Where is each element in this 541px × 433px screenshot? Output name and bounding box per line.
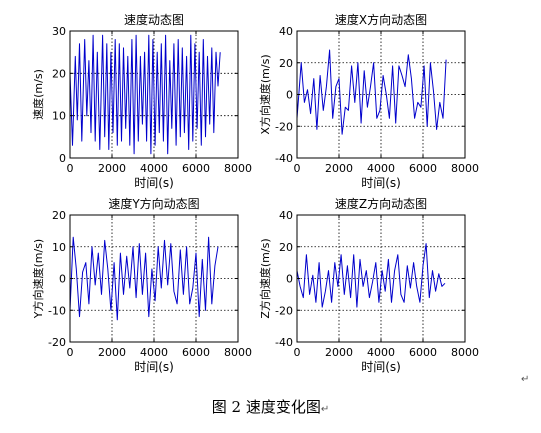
y-tick-label: 20 — [279, 241, 293, 254]
y-axis-label: 速度(m/s) — [31, 69, 45, 120]
x-tick-label: 2000 — [325, 162, 353, 175]
x-axis-label: 时间(s) — [134, 360, 174, 374]
x-tick-label: 8000 — [451, 346, 479, 359]
x-axis-label: 时间(s) — [361, 360, 401, 374]
y-tick-label: 20 — [52, 67, 66, 80]
x-axis-label: 时间(s) — [134, 176, 174, 190]
y-tick-label: 0 — [59, 152, 66, 165]
x-tick-label: 8000 — [451, 162, 479, 175]
x-tick-label: 2000 — [325, 346, 353, 359]
x-tick-label: 6000 — [409, 346, 437, 359]
x-tick-label: 4000 — [140, 346, 168, 359]
x-tick-label: 8000 — [224, 162, 252, 175]
chart-title: 速度Z方向动态图 — [335, 196, 427, 211]
y-tick-label: 0 — [286, 89, 293, 102]
series-line-1 — [69, 236, 219, 321]
x-tick-label: 2000 — [98, 346, 126, 359]
y-tick-label: 10 — [52, 110, 66, 123]
series-line-1 — [296, 49, 447, 135]
x-tick-label: 0 — [67, 346, 74, 359]
y-tick-label: 20 — [52, 209, 66, 222]
y-tick-label: 40 — [279, 25, 293, 38]
caption-paragraph-mark: ↵ — [320, 404, 330, 415]
x-tick-label: 0 — [294, 346, 301, 359]
x-axis-label: 时间(s) — [361, 176, 401, 190]
y-tick-label: -40 — [275, 152, 293, 165]
x-tick-label: 6000 — [182, 346, 210, 359]
series-line-1 — [69, 34, 221, 155]
y-tick-label: 0 — [59, 273, 66, 286]
chart-2: 0 2000 4000 6000 8000 -40 -20 0 20 40 速度X方向动态图时间(s… — [258, 12, 479, 190]
y-tick-label: 30 — [52, 25, 66, 38]
x-tick-label: 0 — [294, 162, 301, 175]
y-tick-label: 20 — [279, 57, 293, 70]
y-tick-label: 0 — [286, 273, 293, 286]
paragraph-mark: ↵ — [521, 374, 530, 385]
chart-title: 速度X方向动态图 — [335, 12, 427, 27]
y-tick-label: -20 — [275, 304, 293, 317]
y-axis-label: Z方向速度(m/s) — [258, 238, 272, 318]
y-tick-label: 10 — [52, 241, 66, 254]
x-tick-label: 6000 — [182, 162, 210, 175]
y-axis-label: X方向速度(m/s) — [258, 54, 272, 134]
y-tick-label: -10 — [48, 304, 66, 317]
chart-4: 0 2000 4000 6000 8000 -40 -20 0 20 40 速度Z方向动态图时间(s… — [258, 196, 479, 374]
figure-caption: 图 2 速度变化图↵ — [0, 396, 541, 417]
series-line-1 — [296, 243, 446, 308]
x-tick-label: 4000 — [367, 162, 395, 175]
chart-title: 速度Y方向动态图 — [108, 196, 199, 211]
y-tick-label: 40 — [279, 209, 293, 222]
chart-title: 速度动态图 — [124, 12, 184, 27]
x-tick-label: 2000 — [98, 162, 126, 175]
x-tick-label: 0 — [67, 162, 74, 175]
y-axis-label: Y方向速度(m/s) — [31, 239, 45, 319]
x-tick-label: 6000 — [409, 162, 437, 175]
x-tick-label: 4000 — [140, 162, 168, 175]
x-tick-label: 4000 — [367, 346, 395, 359]
y-tick-label: -20 — [275, 120, 293, 133]
chart-3: 0 2000 4000 6000 8000 -20 -10 0 10 20 速度Y方向动态图时间(s… — [31, 196, 252, 374]
x-tick-label: 8000 — [224, 346, 252, 359]
y-tick-label: -40 — [275, 336, 293, 349]
y-tick-label: -20 — [48, 336, 66, 349]
figure-caption-text: 图 2 速度变化图 — [211, 398, 321, 416]
